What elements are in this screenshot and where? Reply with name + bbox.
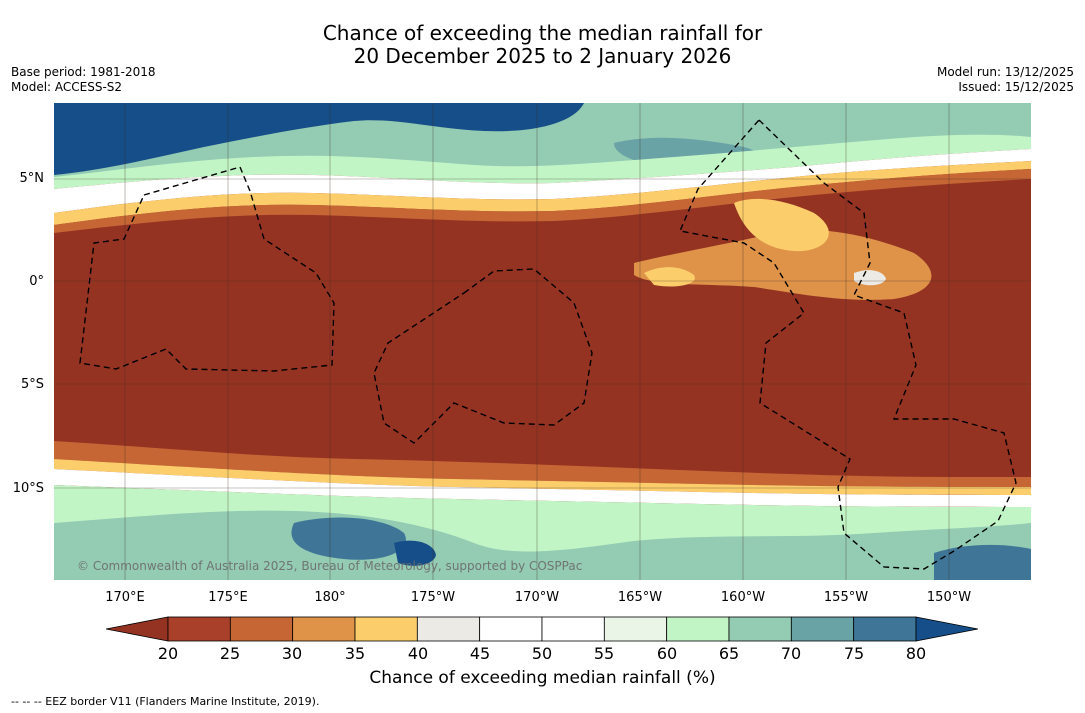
equatorial-yellow-patch-2: [734, 198, 829, 252]
colorbar-title: Chance of exceeding median rainfall (%): [369, 668, 716, 688]
lat-label-10s: 10°S: [12, 481, 44, 496]
south-yellow-band: [54, 459, 1031, 495]
base-info: Base period: 1981-2018 Model: ACCESS-S2: [11, 65, 156, 95]
south-blue-patch-1: [291, 517, 406, 560]
colorbar-tick-70: 70: [780, 644, 802, 663]
lon-label-165w: 165°W: [617, 590, 663, 605]
north-blue-zone: [54, 103, 584, 175]
lon-label-170e: 170°E: [105, 590, 145, 605]
north-white-band: [54, 149, 1031, 213]
colorbar-segment-25: [229, 616, 294, 642]
lon-label-170w: 170°W: [514, 590, 560, 605]
colorbar-segment-65: [728, 616, 792, 642]
colorbar-tick-30: 30: [281, 644, 303, 663]
rainfall-map: © Commonwealth of Australia 2025, Bureau…: [54, 103, 1031, 580]
lat-label-0: 0°: [29, 274, 44, 289]
north-green-band: [54, 134, 1031, 189]
colorbar-segment-55: [603, 616, 668, 642]
map-copyright: © Commonwealth of Australia 2025, Bureau…: [77, 559, 582, 573]
colorbar-segment-35: [354, 616, 418, 642]
graticule: [54, 103, 1031, 580]
eez-border-west: [79, 166, 335, 372]
colorbar-segments: [167, 616, 917, 642]
colorbar-segment-60: [666, 616, 730, 642]
eez-border-central: [373, 268, 593, 444]
colorbar-segment-45: [479, 616, 543, 642]
equatorial-yellow-patch-1: [644, 267, 695, 287]
colorbar-tick-45: 45: [469, 644, 491, 663]
eez-border-east: [679, 118, 1017, 570]
lat-label-5s: 5°S: [20, 377, 44, 392]
base-period: Base period: 1981-2018: [11, 65, 156, 79]
colorbar-segment-30: [292, 616, 356, 642]
model-run-date: Model run: 13/12/2025: [936, 65, 1074, 79]
colorbar-tick-25: 25: [219, 644, 241, 663]
colorbar-segment-70: [790, 616, 855, 642]
colorbar-tick-75: 75: [843, 644, 865, 663]
run-info: Model run: 13/12/2025 Issued: 15/12/2025: [937, 65, 1074, 95]
lon-label-175e: 175°E: [208, 590, 248, 605]
model-name: Model: ACCESS-S2: [11, 80, 123, 94]
colorbar-segment-75: [853, 616, 917, 642]
colorbar-tick-20: 20: [157, 644, 179, 663]
colorbar-tick-65: 65: [718, 644, 740, 663]
south-white-band: [54, 469, 1031, 507]
colorbar-segment-20: [167, 616, 231, 642]
north-orange-band: [54, 169, 1031, 233]
eez-note: -- -- -- EEZ border V11 (Flanders Marine…: [11, 695, 320, 708]
colorbar-tick-80: 80: [905, 644, 927, 663]
colorbar-segment-50: [541, 616, 605, 642]
south-blue-patch-3: [934, 544, 1031, 580]
colorbar-tick-50: 50: [531, 644, 553, 663]
lat-label-5n: 5°N: [19, 171, 45, 186]
north-yellow-band: [54, 161, 1031, 225]
colorbar: [106, 616, 978, 642]
title-line-2: 20 December 2025 to 2 January 2026: [353, 44, 732, 68]
colorbar-over-arrow: [915, 616, 978, 642]
title-line-1: Chance of exceeding the median rainfall …: [322, 21, 763, 45]
lon-label-150w: 150°W: [926, 590, 972, 605]
lon-label-180: 180°: [314, 590, 346, 605]
colorbar-tick-35: 35: [344, 644, 366, 663]
chart-title: Chance of exceeding the median rainfall …: [0, 22, 1085, 68]
issued-date: Issued: 15/12/2025: [958, 80, 1074, 94]
eez-borders: [79, 118, 1017, 570]
south-orange-band: [54, 441, 1031, 487]
south-blue-patch-2: [394, 540, 436, 566]
colorbar-tick-55: 55: [593, 644, 615, 663]
lon-label-175w: 175°W: [410, 590, 456, 605]
colorbar-segment-40: [416, 616, 481, 642]
colorbar-tick-40: 40: [407, 644, 429, 663]
colorbar-under-arrow: [106, 616, 169, 642]
lon-label-160w: 160°W: [720, 590, 766, 605]
colorbar-tick-60: 60: [656, 644, 678, 663]
equatorial-white-patch: [854, 270, 886, 286]
lon-label-155w: 155°W: [823, 590, 869, 605]
